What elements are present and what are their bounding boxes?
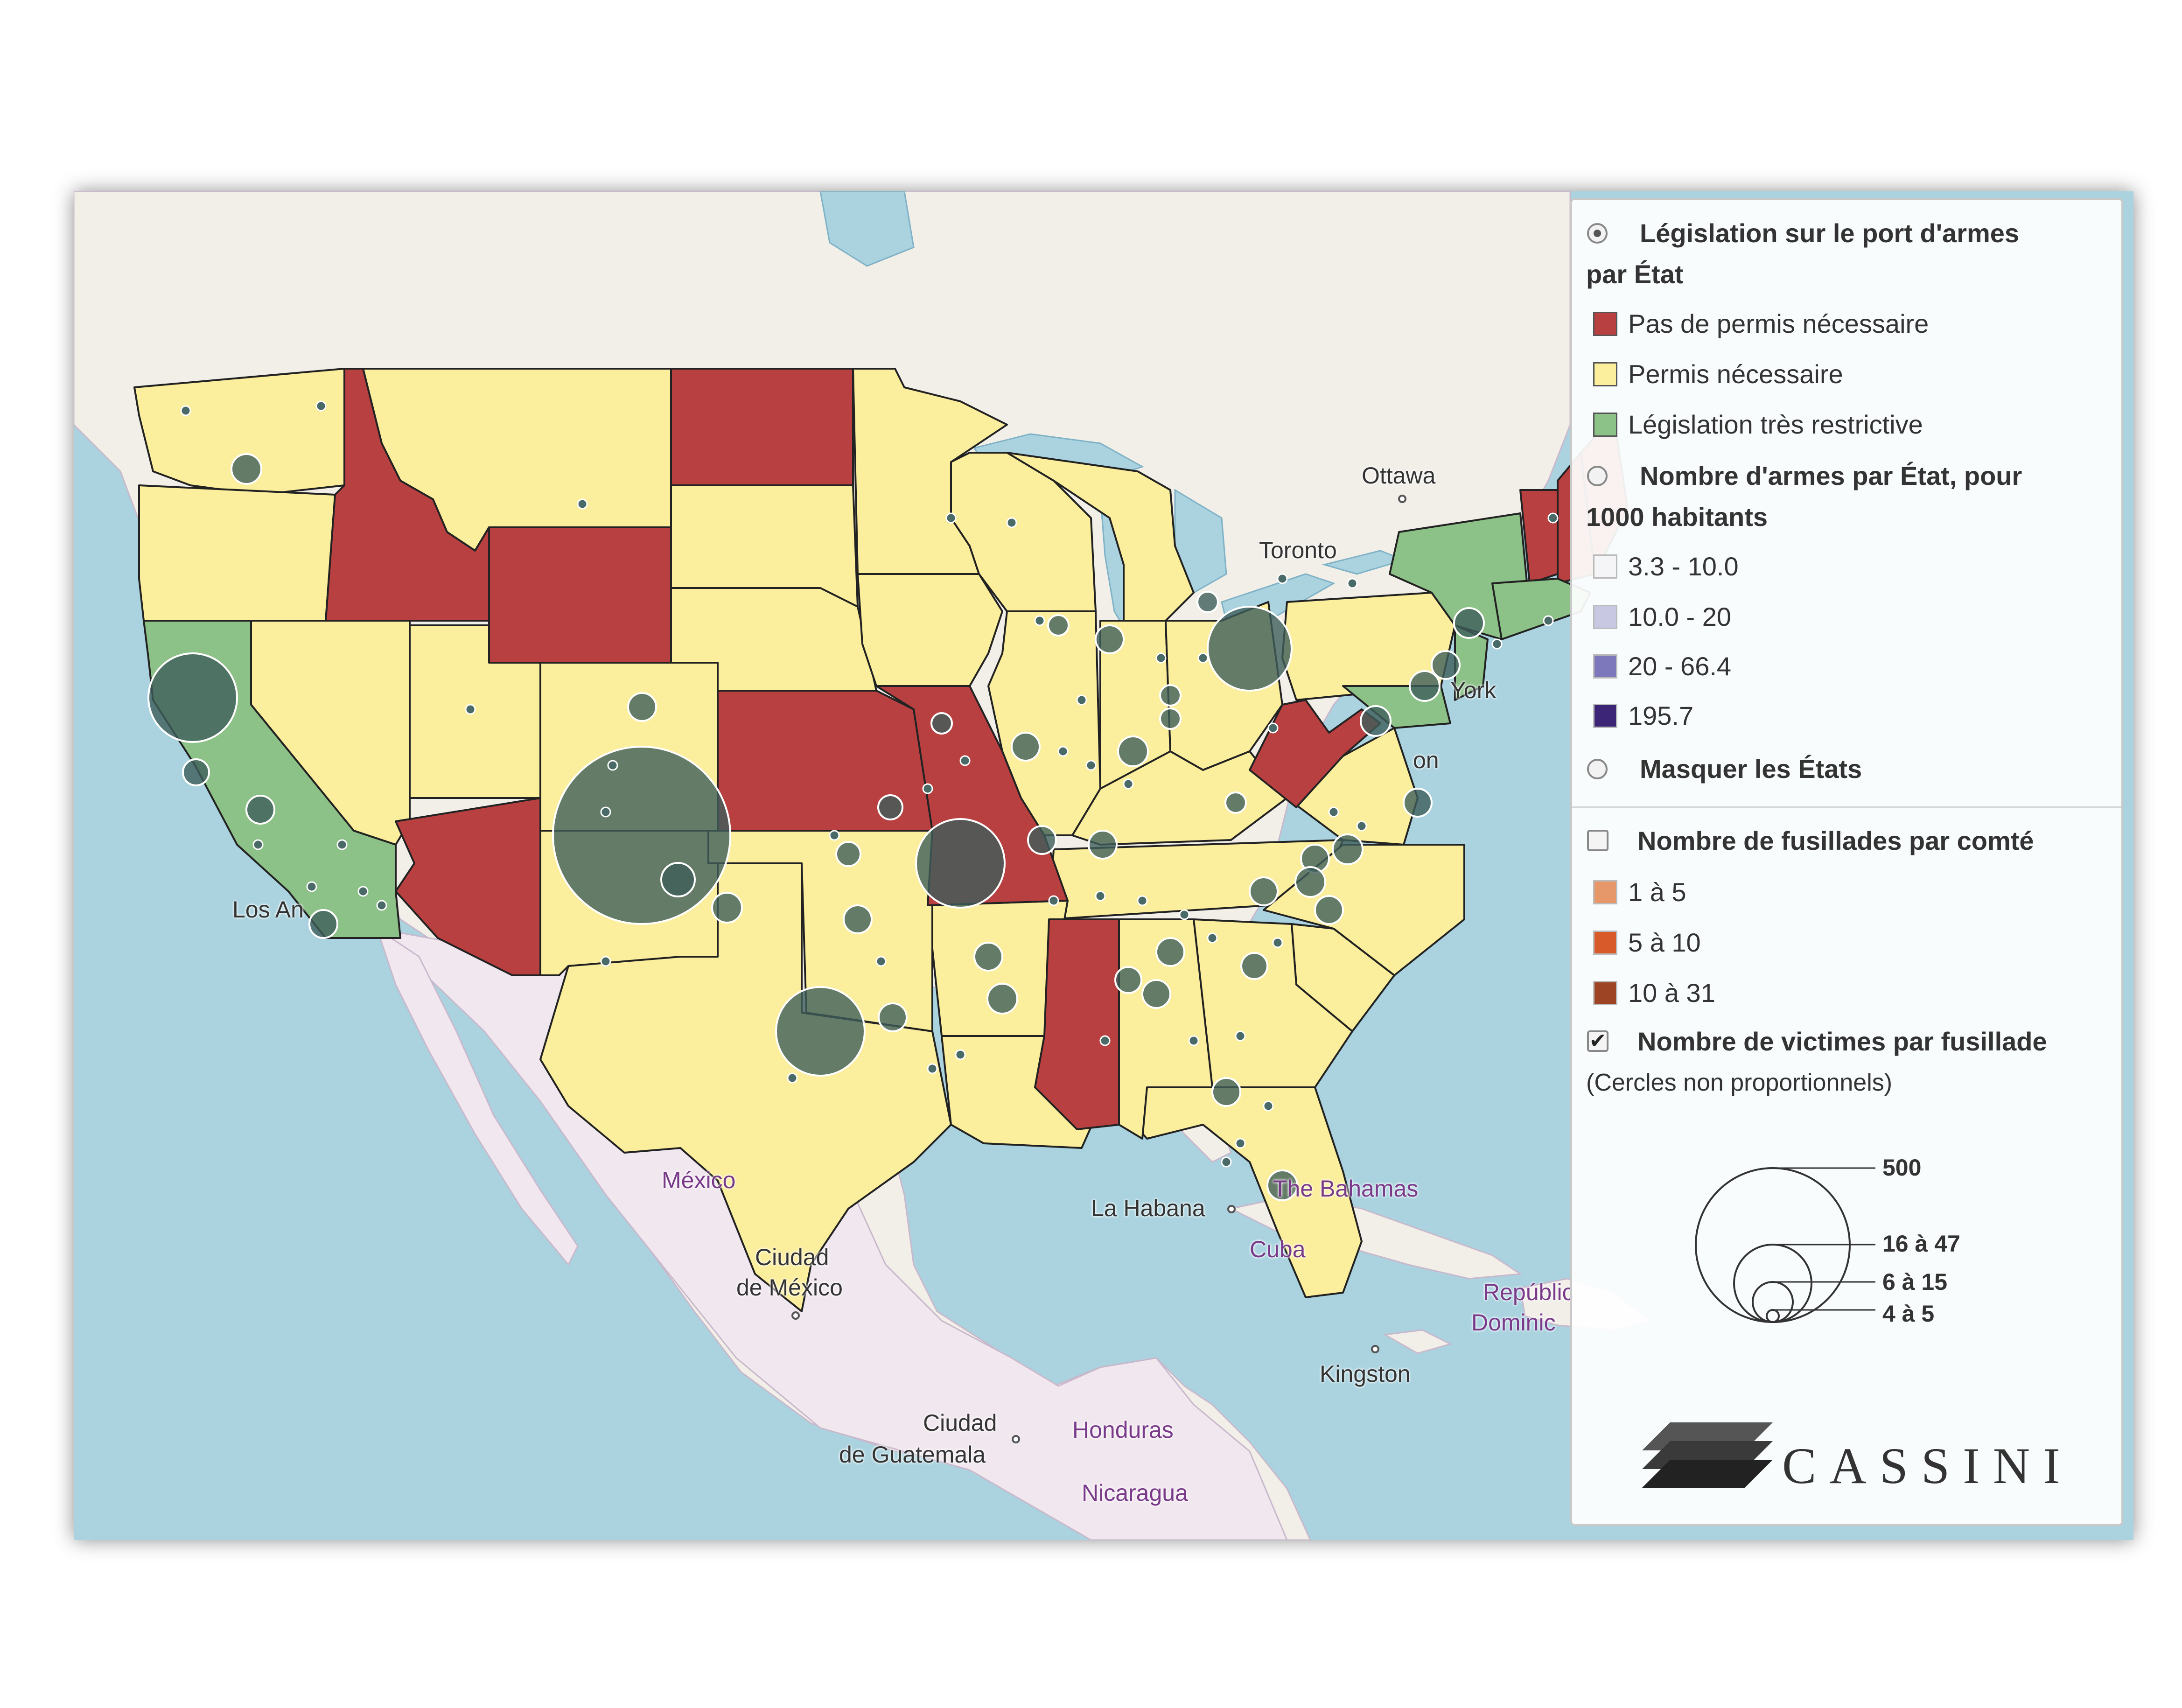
radio-guns-per-state[interactable]	[1587, 466, 1608, 486]
legend-divider	[1572, 806, 2121, 808]
swatch-restrictive	[1593, 413, 1617, 437]
cassini-logo-icon	[1642, 1422, 1773, 1488]
label-shootings-3: 10 à 31	[1628, 978, 1715, 1008]
city-icon-guatemala	[1012, 1435, 1020, 1443]
checkbox-victims[interactable]: ✔	[1587, 1030, 1609, 1052]
legend-title-guns-1: Nombre d'armes par État, pour	[1640, 461, 2022, 490]
label-restrictive: Législation très restrictive	[1628, 410, 1923, 439]
label-no-permit: Pas de permis nécessaire	[1628, 309, 1929, 338]
legend-title-shootings-county: Nombre de fusillades par comté	[1637, 826, 2034, 855]
place-label-bahamas: The Bahamas	[1273, 1176, 1419, 1202]
place-label-toronto: Toronto	[1259, 537, 1337, 563]
size-circle-4-5	[1766, 1309, 1780, 1323]
bubble-memphis	[915, 818, 1006, 909]
victim-bubbles	[147, 453, 1485, 1201]
label-shootings-1: 1 à 5	[1628, 877, 1686, 907]
label-permit: Permis nécessaire	[1628, 359, 1843, 389]
place-label-republica: Repúblic	[1483, 1279, 1574, 1305]
place-label-dominicana: Dominic	[1471, 1309, 1556, 1336]
legend-title-guns-2: 1000 habitants	[1586, 502, 1768, 532]
size-label-4-5: 4 à 5	[1882, 1301, 1935, 1327]
label-guns-3: 20 - 66.4	[1628, 651, 1732, 681]
legend-subtitle-victims: (Cercles non proportionnels)	[1586, 1069, 1893, 1096]
swatch-permit	[1593, 362, 1617, 386]
size-label-6-15: 6 à 15	[1882, 1269, 1948, 1295]
victim-small-dots	[180, 400, 1559, 1168]
land-jamaica	[1383, 1329, 1453, 1354]
place-label-ciudad-mexico-2: de México	[736, 1274, 843, 1301]
city-icon-la-habana	[1227, 1205, 1236, 1213]
bubble-bay-area	[147, 652, 238, 743]
place-label-los-angeles: Los An	[232, 896, 304, 923]
place-label-washington: on	[1413, 747, 1439, 773]
legend-panel: Législation sur le port d'armes par État…	[1570, 198, 2123, 1526]
city-icon-kingston	[1371, 1345, 1379, 1353]
city-icon-mexico	[791, 1311, 800, 1320]
size-label-500: 500	[1882, 1155, 1922, 1181]
place-label-ciudad-mexico-1: Ciudad	[755, 1244, 829, 1270]
legend-title-legislation-1: Législation sur le port d'armes	[1640, 218, 2020, 248]
city-icon-ottawa	[1398, 495, 1406, 503]
place-label-ottawa: Ottawa	[1362, 462, 1436, 489]
place-label-honduras: Honduras	[1072, 1417, 1174, 1443]
land-baja	[376, 927, 579, 1266]
swatch-no-permit	[1593, 312, 1617, 336]
hudson-bay	[819, 191, 915, 267]
legend-title-victims: Nombre de victimes par fusillade	[1637, 1027, 2047, 1056]
states-permit	[133, 368, 1465, 1312]
label-guns-4: 195.7	[1628, 701, 1694, 730]
place-label-kingston: Kingston	[1320, 1361, 1411, 1387]
place-label-mexico: México	[662, 1167, 736, 1193]
swatch-shootings-1	[1593, 880, 1617, 904]
place-label-york: York	[1450, 677, 1497, 703]
map-frame: Ottawa Toronto York on Los An México Ciu…	[74, 191, 2133, 1540]
swatch-shootings-3	[1593, 981, 1617, 1005]
legend-title-legislation-2: par État	[1586, 259, 1684, 289]
place-label-la-habana: La Habana	[1091, 1195, 1205, 1221]
label-guns-2: 10.0 - 20	[1628, 602, 1732, 631]
size-circle-6-15	[1752, 1281, 1794, 1323]
swatch-guns-4	[1593, 704, 1617, 728]
swatch-guns-2	[1593, 605, 1617, 629]
swatch-guns-1	[1593, 554, 1617, 579]
bubble-texas	[775, 986, 866, 1077]
size-label-16-47: 16 à 47	[1882, 1231, 1960, 1257]
place-label-cuba: Cuba	[1250, 1236, 1306, 1262]
bubble-orlando-area	[1207, 606, 1293, 692]
radio-hide-states[interactable]	[1587, 759, 1608, 779]
label-guns-1: 3.3 - 10.0	[1628, 552, 1739, 581]
brand-name: CASSINI	[1782, 1437, 2073, 1494]
swatch-guns-3	[1593, 654, 1617, 679]
swatch-shootings-2	[1593, 931, 1617, 955]
bubble-las-vegas	[552, 746, 731, 925]
place-label-nicaragua: Nicaragua	[1082, 1480, 1188, 1506]
place-label-ciudad-guatemala-2: de Guatemala	[839, 1442, 986, 1468]
legend-title-hide-states: Masquer les États	[1640, 754, 1862, 784]
checkbox-shootings-county[interactable]	[1587, 830, 1609, 851]
label-shootings-2: 5 à 10	[1628, 928, 1701, 957]
radio-legislation[interactable]	[1587, 223, 1608, 244]
place-label-ciudad-guatemala-1: Ciudad	[923, 1410, 997, 1436]
victim-size-legend	[1695, 1167, 1875, 1323]
